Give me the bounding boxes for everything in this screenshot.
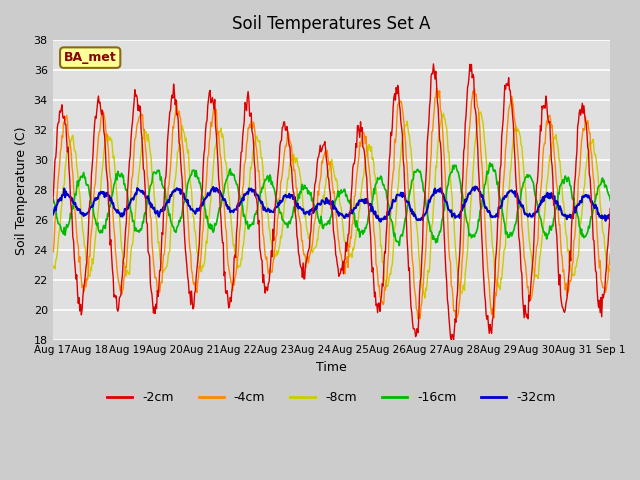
Legend: -2cm, -4cm, -8cm, -16cm, -32cm: -2cm, -4cm, -8cm, -16cm, -32cm — [102, 386, 561, 409]
Title: Soil Temperatures Set A: Soil Temperatures Set A — [232, 15, 431, 33]
Text: BA_met: BA_met — [64, 51, 116, 64]
X-axis label: Time: Time — [316, 361, 347, 374]
Y-axis label: Soil Temperature (C): Soil Temperature (C) — [15, 126, 28, 254]
